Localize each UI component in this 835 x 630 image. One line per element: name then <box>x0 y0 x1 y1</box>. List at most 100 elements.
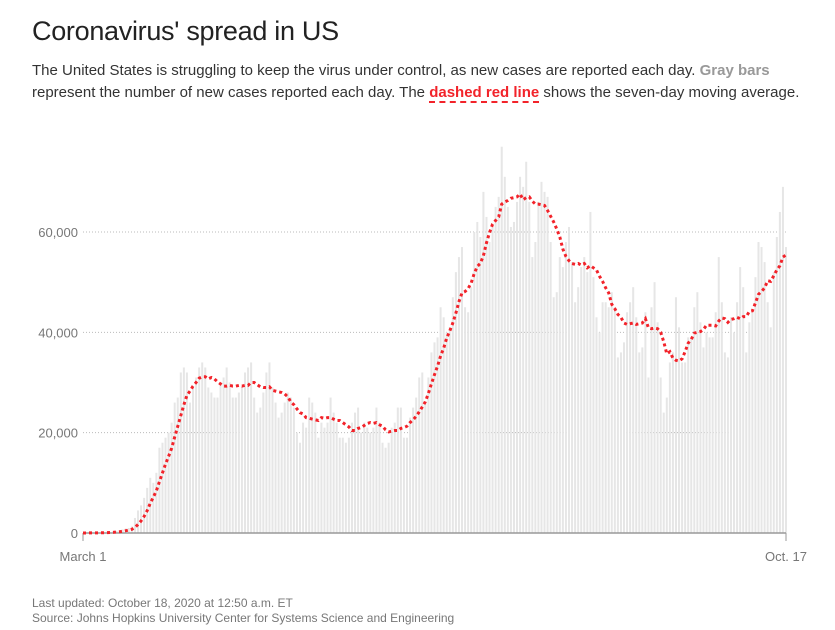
bar <box>687 337 690 533</box>
bar <box>497 196 500 533</box>
bar <box>155 472 158 533</box>
bar <box>442 317 445 533</box>
bar <box>439 307 442 533</box>
bar <box>494 206 497 533</box>
bar <box>607 307 610 533</box>
bar <box>201 362 204 533</box>
dashed-red-line-label: dashed red line <box>429 84 540 103</box>
bar <box>748 322 751 533</box>
bar <box>240 387 243 533</box>
bar <box>714 312 717 533</box>
bar <box>402 437 405 533</box>
bar <box>503 176 506 534</box>
bar <box>179 372 182 533</box>
bar <box>644 312 647 533</box>
bar <box>577 287 580 533</box>
bar <box>674 297 677 533</box>
bar <box>778 211 781 533</box>
bar <box>781 186 784 533</box>
bar <box>161 442 164 533</box>
y-tick-label: 60,000 <box>38 225 78 240</box>
bar <box>137 510 140 533</box>
bar <box>378 422 381 533</box>
bar <box>546 196 549 533</box>
bar <box>198 367 201 533</box>
bar <box>745 352 748 533</box>
bar <box>653 282 656 533</box>
bar <box>332 412 335 533</box>
x-tick-label: March 1 <box>60 549 107 564</box>
bar <box>280 412 283 533</box>
bar <box>739 267 742 533</box>
bar <box>668 362 671 533</box>
bar <box>192 387 195 533</box>
bar <box>237 392 240 533</box>
bar <box>696 292 699 533</box>
bar <box>387 442 390 533</box>
bar <box>647 377 650 533</box>
bar <box>592 277 595 533</box>
bar <box>335 422 338 533</box>
x-tick-label: Oct. 17 <box>765 549 807 564</box>
chart-description: The United States is struggling to keep … <box>32 60 802 104</box>
bar <box>326 422 329 533</box>
bar <box>534 242 537 533</box>
bar <box>476 221 479 533</box>
bar <box>384 447 387 533</box>
bar <box>519 176 522 534</box>
bar <box>213 397 216 533</box>
bar <box>372 427 375 533</box>
bar <box>286 392 289 533</box>
bar <box>433 342 436 533</box>
bar <box>711 337 714 533</box>
bar <box>448 327 451 533</box>
bar <box>127 527 130 533</box>
bar <box>393 422 396 533</box>
bar <box>610 292 613 533</box>
bar <box>381 442 384 533</box>
bar <box>699 322 702 533</box>
bar <box>317 437 320 533</box>
bar <box>409 417 412 533</box>
bar <box>366 427 369 533</box>
bar <box>243 372 246 533</box>
bar <box>717 257 720 533</box>
bar <box>329 397 332 533</box>
bar <box>662 412 665 533</box>
bar <box>412 407 415 533</box>
bar <box>641 347 644 533</box>
bar <box>399 407 402 533</box>
bar <box>424 402 427 533</box>
bar <box>216 397 219 533</box>
bar <box>595 317 598 533</box>
bar <box>626 312 629 533</box>
bar <box>152 482 155 533</box>
bar <box>479 237 482 533</box>
bar <box>354 412 357 533</box>
bar <box>705 332 708 533</box>
bar <box>681 362 684 533</box>
bar <box>629 302 632 533</box>
bar <box>140 505 143 533</box>
bar <box>210 392 213 533</box>
bar <box>571 262 574 533</box>
bar <box>537 201 540 533</box>
bar <box>323 427 326 533</box>
bar <box>564 242 567 533</box>
moving-average-line <box>83 191 787 535</box>
bar <box>375 407 378 533</box>
bar <box>528 201 531 533</box>
bar <box>454 272 457 533</box>
bar <box>299 442 302 533</box>
bar <box>369 432 372 533</box>
bar <box>736 302 739 533</box>
bar <box>234 397 237 533</box>
bar <box>540 181 543 534</box>
bar <box>509 226 512 533</box>
bar <box>531 257 534 533</box>
bar <box>690 337 693 533</box>
bar <box>451 297 454 533</box>
bar <box>188 402 191 533</box>
bar <box>635 317 638 533</box>
desc-text: represent the number of new cases report… <box>32 84 430 101</box>
